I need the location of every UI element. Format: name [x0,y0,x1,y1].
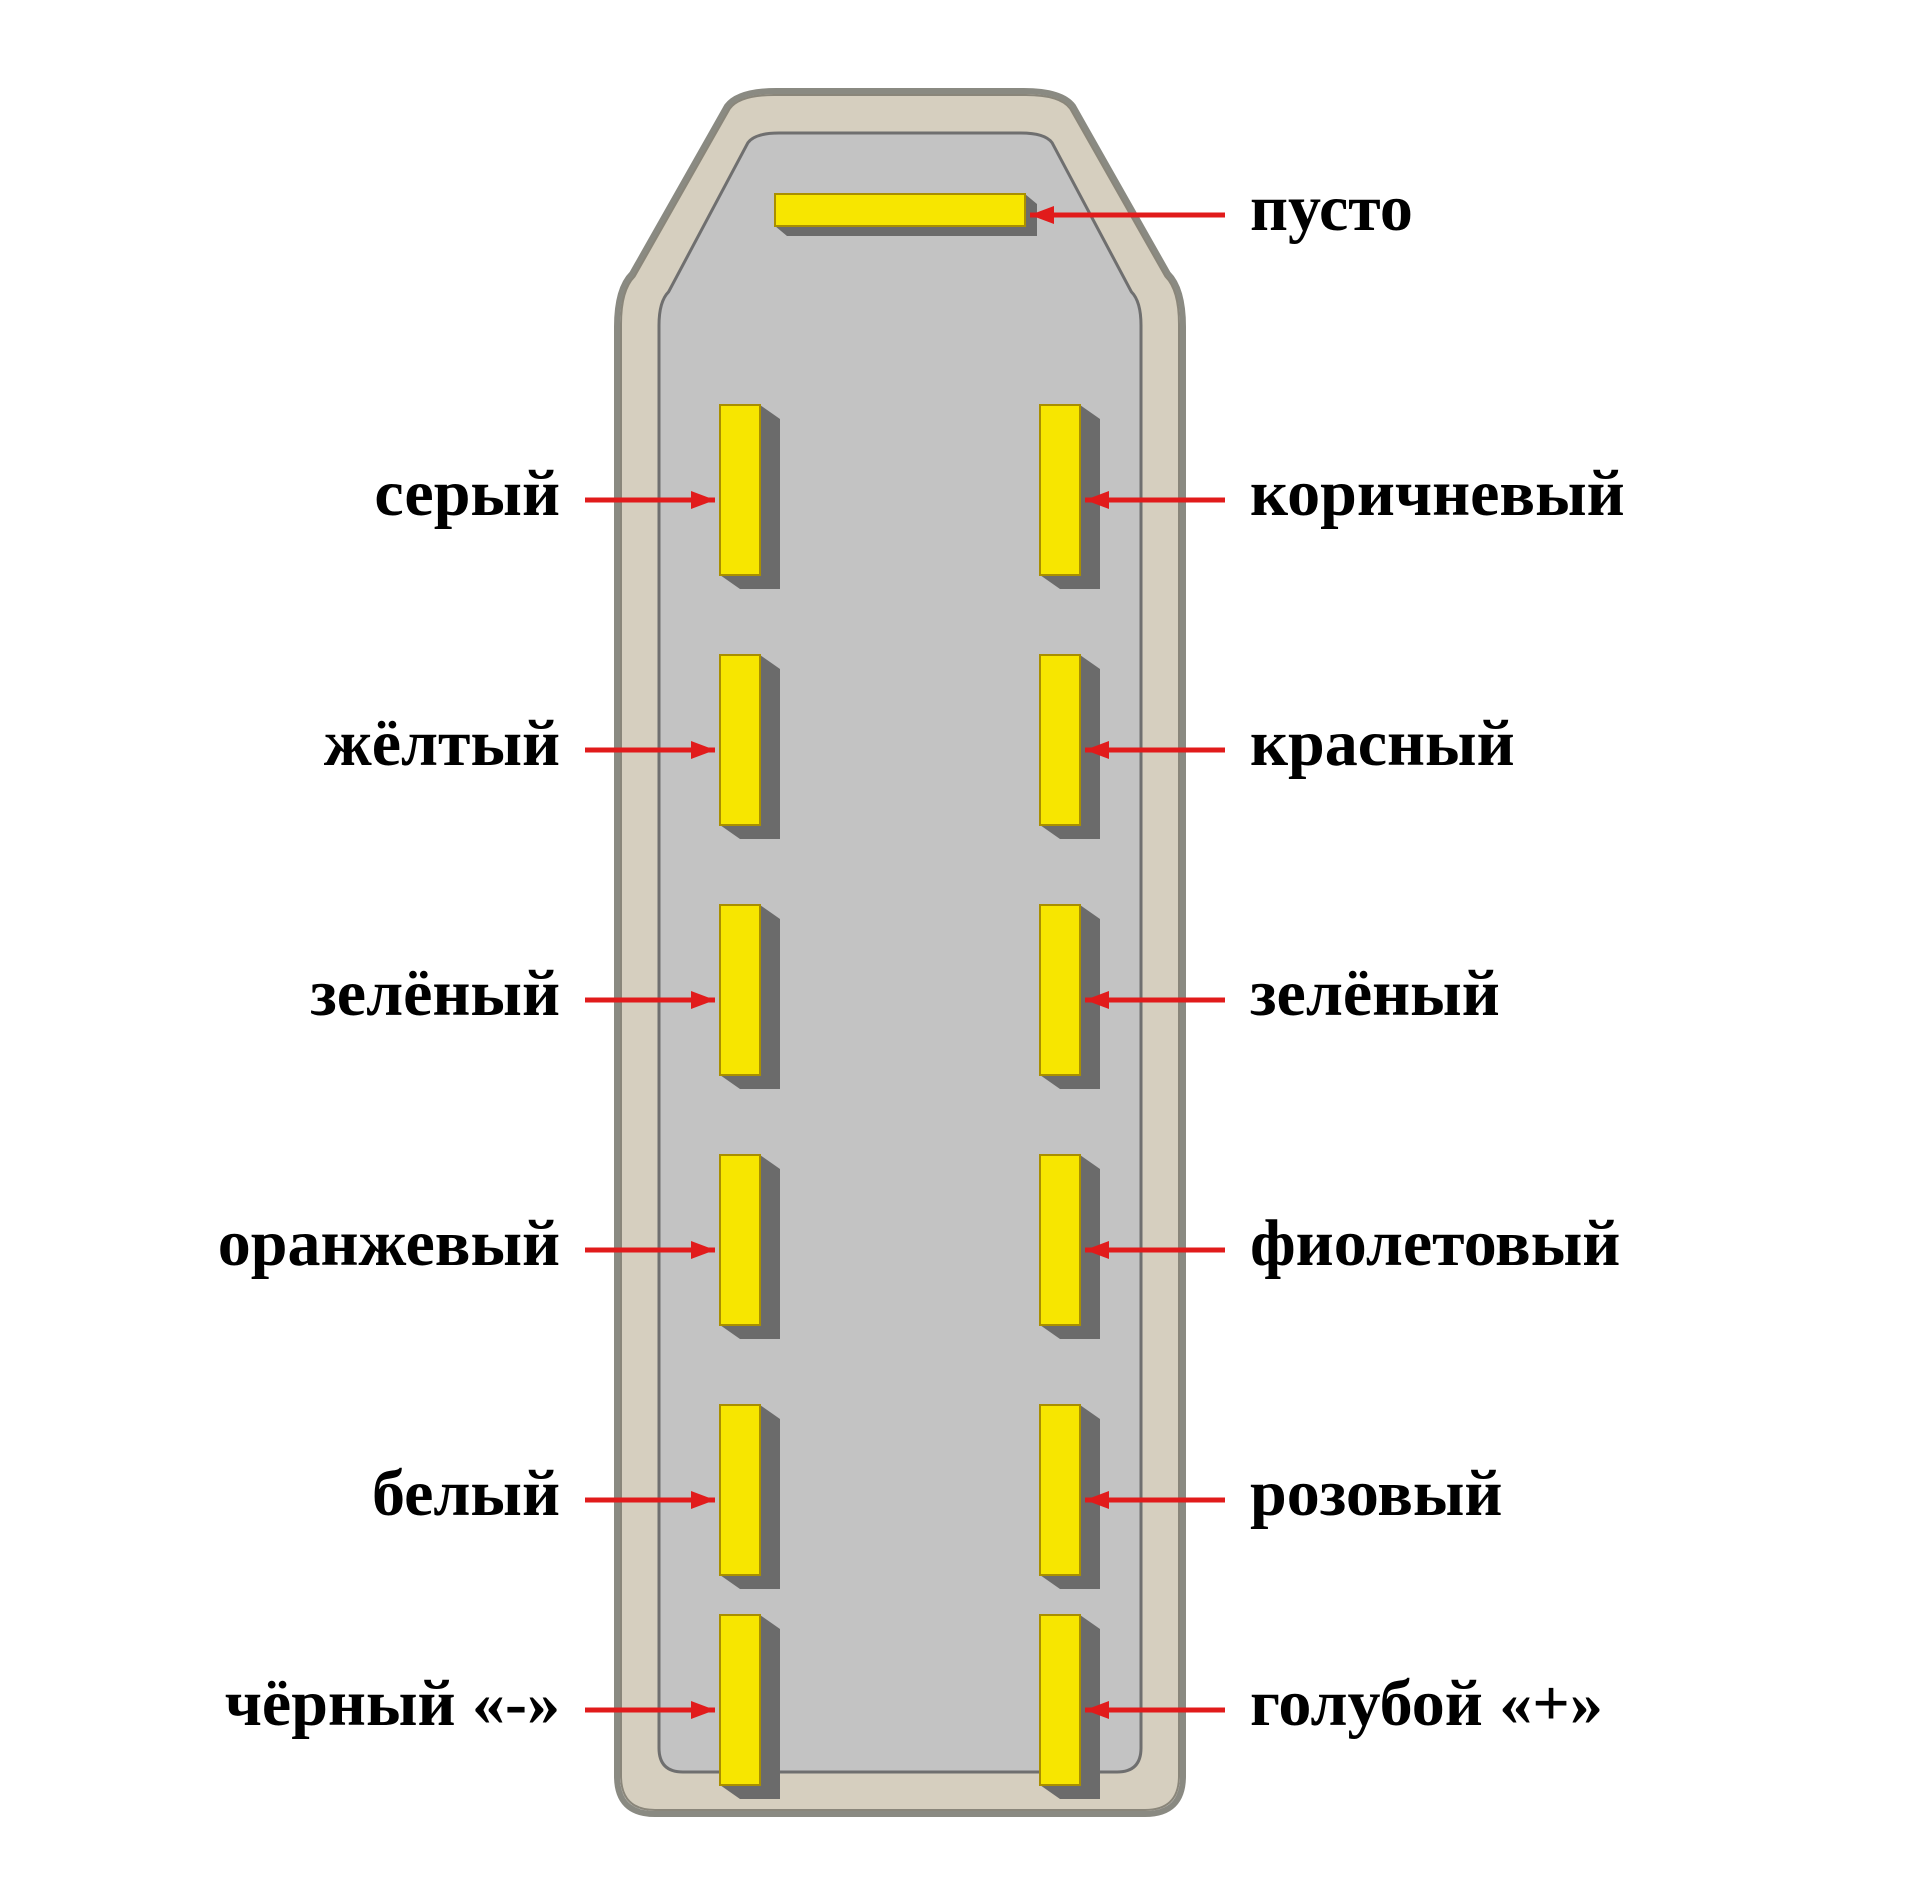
pin-left-4 [720,1405,760,1575]
label-right-0: коричневый [1250,457,1625,530]
label-left-0: серый [374,457,560,530]
label-right-3: фиолетовый [1250,1207,1620,1280]
label-right-4: розовый [1250,1457,1502,1530]
label-right-2: зелёный [1250,957,1500,1030]
pin-right-1 [1040,655,1080,825]
pin-right-4 [1040,1405,1080,1575]
pin-right-0 [1040,405,1080,575]
pin-right-5 [1040,1615,1080,1785]
pin-right-2 [1040,905,1080,1075]
pin-left-5 [720,1615,760,1785]
pin-left-1 [720,655,760,825]
label-left-1: жёлтый [324,707,560,780]
label-top: пусто [1250,172,1413,245]
label-right-5: голубой «+» [1250,1667,1603,1740]
pin-top [775,194,1025,226]
pin-left-2 [720,905,760,1075]
label-right-1: красный [1250,707,1515,780]
connector-diagram: серый жёлтый зелёный оранжевый белый чёрный «… [0,0,1920,1891]
label-left-2: зелёный [310,957,560,1030]
label-left-3: оранжевый [218,1207,560,1280]
pin-right-3 [1040,1155,1080,1325]
pin-left-0 [720,405,760,575]
label-left-4: белый [372,1457,560,1530]
label-left-5: чёрный «-» [225,1667,560,1740]
pin-left-3 [720,1155,760,1325]
